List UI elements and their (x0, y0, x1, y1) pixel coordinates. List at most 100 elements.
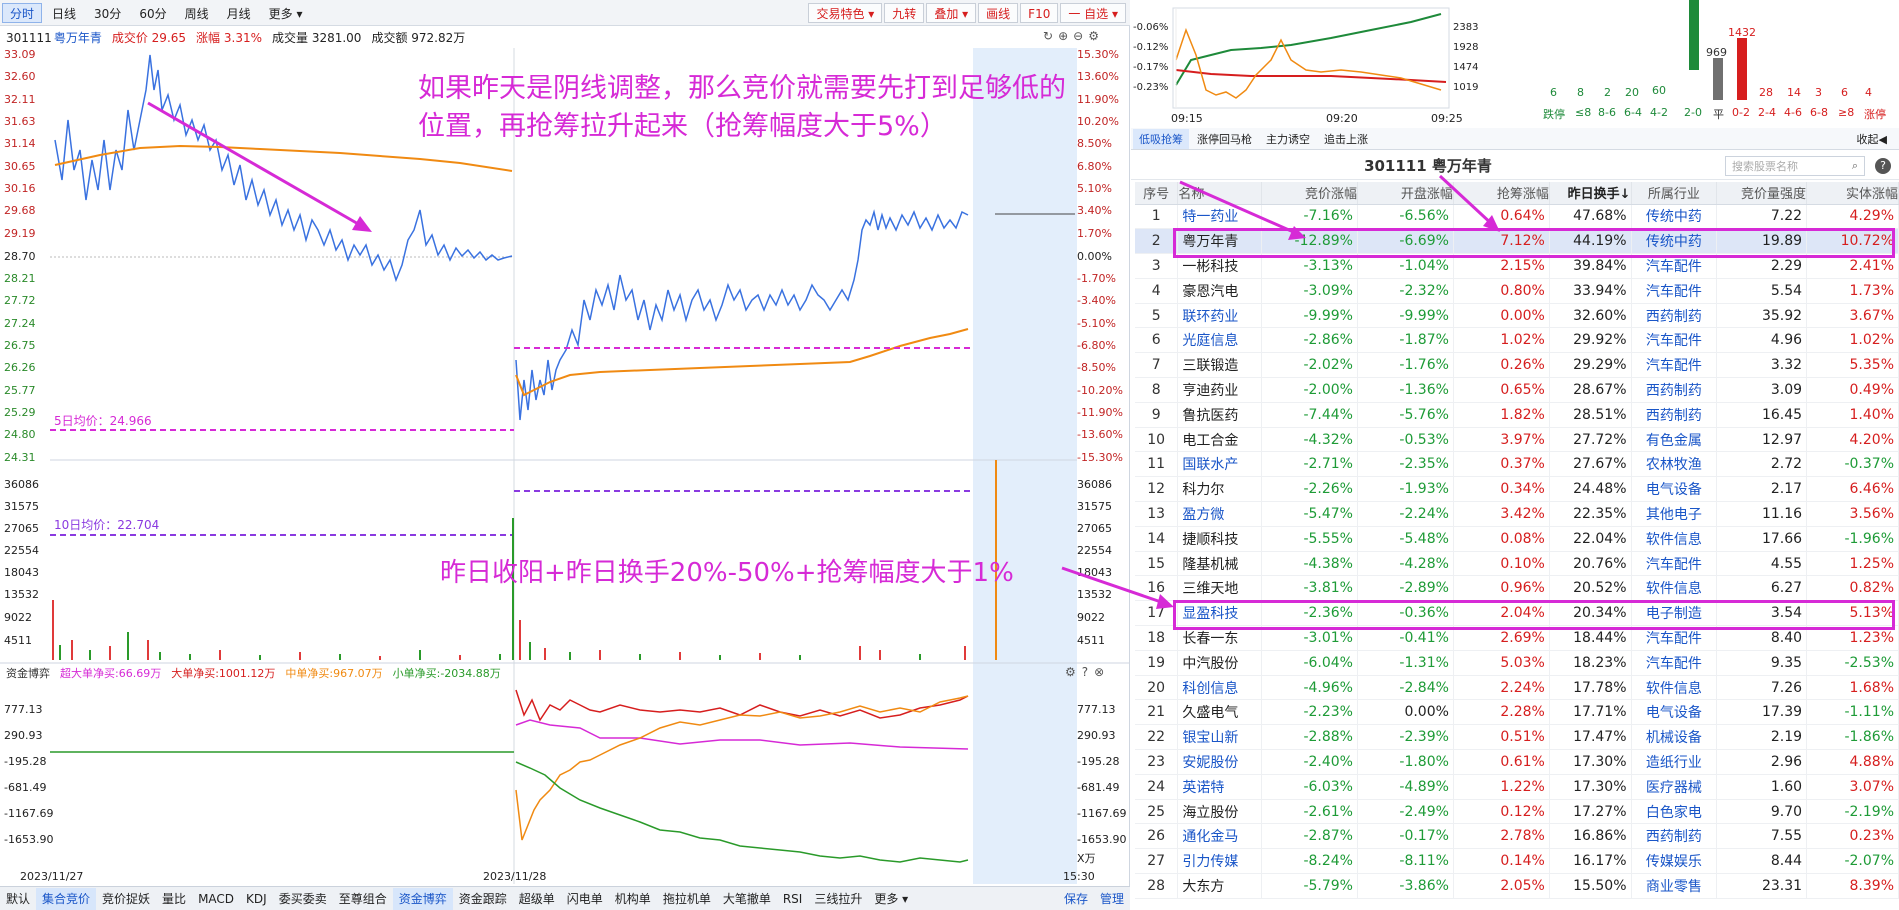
tab-fund-game[interactable]: 资金博弈 (392, 887, 453, 910)
row-industry[interactable]: 有色金属 (1631, 427, 1718, 453)
table-row[interactable]: 17 显盈科技 -2.36% -0.36% 2.04% 20.34% 电子制造 3.54 5.1… (1135, 600, 1899, 627)
col-auction-chg[interactable]: 竞价涨幅 (1261, 182, 1358, 205)
tab-chase-up[interactable]: 追击上涨 (1324, 132, 1368, 146)
tab-intraday[interactable]: 分时 (2, 2, 43, 23)
tab-more-indicators[interactable]: 更多 ▾ (874, 891, 909, 906)
table-row[interactable]: 4 豪恩汽电 -3.09% -2.32% 0.80% 33.94% 汽车配件 5.54 1.73… (1135, 278, 1899, 304)
table-row[interactable]: 10 电工合金 -4.32% -0.53% 3.97% 27.72% 有色金属 12.97 4.… (1135, 427, 1899, 453)
row-name[interactable]: 豪恩汽电 (1177, 278, 1263, 304)
table-row[interactable]: 7 三联锻造 -2.02% -1.76% 0.26% 29.29% 汽车配件 3.32 5.35… (1135, 352, 1899, 379)
tab-kdj[interactable]: KDJ (246, 891, 267, 906)
table-row[interactable]: 13 盈方微 -5.47% -2.24% 3.42% 22.35% 其他电子 11.16 3.5… (1135, 501, 1899, 527)
table-row[interactable]: 16 三维天地 -3.81% -2.89% 0.96% 20.52% 软件信息 6.27 0.8… (1135, 575, 1899, 602)
col-name[interactable]: 名称 (1177, 182, 1263, 205)
table-row[interactable]: 9 鲁抗医药 -7.44% -5.76% 1.82% 28.51% 西药制药 16.45 1.4… (1135, 402, 1899, 428)
close-icon[interactable]: ⊗ (1094, 665, 1111, 679)
save-button[interactable]: 保存 (1063, 891, 1088, 906)
row-name[interactable]: 电工合金 (1177, 427, 1263, 453)
tab-flash-order[interactable]: 闪电单 (566, 891, 603, 906)
row-name[interactable]: 引力传媒 (1177, 848, 1263, 875)
table-row[interactable]: 12 科力尔 -2.26% -1.93% 0.34% 24.48% 电气设备 2.17 6.46… (1135, 476, 1899, 503)
row-industry[interactable]: 电气设备 (1631, 476, 1718, 503)
row-industry[interactable]: 汽车配件 (1631, 650, 1718, 676)
row-industry[interactable]: 白色家电 (1631, 799, 1718, 825)
table-row[interactable]: 15 隆基机械 -4.38% -4.28% 0.10% 20.76% 汽车配件 4.55 1.2… (1135, 551, 1899, 577)
row-name[interactable]: 大东方 (1177, 873, 1263, 899)
row-industry[interactable]: 西药制药 (1631, 377, 1718, 403)
table-row[interactable]: 26 通化金马 -2.87% -0.17% 2.78% 16.86% 西药制药 7.55 0.2… (1135, 823, 1899, 850)
tab-super-order[interactable]: 超级单 (518, 891, 555, 906)
row-name[interactable]: 捷顺科技 (1177, 526, 1263, 552)
table-row[interactable]: 28 大东方 -5.79% -3.86% 2.05% 15.50% 商业零售 23.31 8.3… (1135, 873, 1899, 899)
row-industry[interactable]: 软件信息 (1631, 575, 1718, 602)
tab-volume-ratio[interactable]: 量比 (162, 891, 187, 906)
search-icon[interactable]: ⌕ (1851, 158, 1858, 172)
row-name[interactable]: 安妮股份 (1177, 749, 1263, 775)
row-name[interactable]: 通化金马 (1177, 823, 1263, 850)
tab-inst-order[interactable]: 机构单 (614, 891, 651, 906)
tab-macd[interactable]: MACD (198, 891, 235, 906)
table-row[interactable]: 20 科创信息 -4.96% -2.84% 2.24% 17.78% 软件信息 7.26 1.6… (1135, 675, 1899, 701)
tab-weekly[interactable]: 周线 (184, 6, 209, 21)
row-industry[interactable]: 传统中药 (1631, 228, 1718, 255)
row-industry[interactable]: 西药制药 (1631, 402, 1718, 428)
help-icon[interactable]: ? (1081, 665, 1095, 679)
col-open-chg[interactable]: 开盘涨幅 (1357, 182, 1454, 205)
tab-30min[interactable]: 30分 (94, 6, 122, 21)
row-name[interactable]: 海立股份 (1177, 799, 1263, 825)
row-industry[interactable]: 商业零售 (1631, 873, 1718, 899)
tab-daily[interactable]: 日线 (52, 6, 77, 21)
settings-icon[interactable]: ⚙ (1065, 665, 1082, 679)
watchlist-button[interactable]: 一 自选 ▾ (1060, 2, 1126, 23)
tab-monthly[interactable]: 月线 (226, 6, 251, 21)
row-industry[interactable]: 传媒娱乐 (1631, 848, 1718, 875)
col-turnover[interactable]: 昨日换手↓ (1549, 182, 1632, 205)
tab-three-line[interactable]: 三线拉升 (814, 891, 863, 906)
row-name[interactable]: 三联锻造 (1177, 352, 1263, 379)
col-grab-chg[interactable]: 抢筹涨幅 (1453, 182, 1550, 205)
tab-default[interactable]: 默认 (6, 891, 31, 906)
row-industry[interactable]: 造纸行业 (1631, 749, 1718, 775)
search-input[interactable]: 搜索股票名称 (1732, 159, 1798, 173)
tab-cancel-order[interactable]: 大笔撤单 (722, 891, 771, 906)
row-industry[interactable]: 电气设备 (1631, 699, 1718, 726)
table-row[interactable]: 19 中汽股份 -6.04% -1.31% 5.03% 18.23% 汽车配件 9.35 -2.… (1135, 650, 1899, 676)
row-industry[interactable]: 汽车配件 (1631, 327, 1718, 354)
table-row[interactable]: 24 英诺特 -6.03% -4.89% 1.22% 17.30% 医疗器械 1.60 3.07… (1135, 774, 1899, 800)
overlay-button[interactable]: 叠加 ▾ (926, 2, 977, 23)
nine-turn-button[interactable]: 九转 (884, 2, 925, 23)
row-industry[interactable]: 传统中药 (1631, 204, 1718, 230)
row-name[interactable]: 国联水产 (1177, 451, 1263, 478)
row-industry[interactable]: 西药制药 (1631, 823, 1718, 850)
row-name[interactable]: 三维天地 (1177, 575, 1263, 602)
row-industry[interactable]: 医疗器械 (1631, 774, 1718, 800)
trade-feature-button[interactable]: 交易特色 ▾ (808, 2, 883, 23)
tab-rsi[interactable]: RSI (782, 891, 803, 906)
row-industry[interactable]: 农林牧渔 (1631, 451, 1718, 478)
row-industry[interactable]: 其他电子 (1631, 501, 1718, 527)
table-row[interactable]: 23 安妮股份 -2.40% -1.80% 0.61% 17.30% 造纸行业 2.96 4.8… (1135, 749, 1899, 775)
tab-dip-buy[interactable]: 低吸抢筹 (1133, 128, 1189, 149)
row-name[interactable]: 中汽股份 (1177, 650, 1263, 676)
tab-more[interactable]: 更多 ▾ (268, 6, 303, 21)
row-industry[interactable]: 机械设备 (1631, 724, 1718, 751)
table-row[interactable]: 25 海立股份 -2.61% -2.49% 0.12% 17.27% 白色家电 9.70 -2.… (1135, 799, 1899, 825)
row-name[interactable]: 联环药业 (1177, 303, 1263, 329)
table-row[interactable]: 8 亨迪药业 -2.00% -1.36% 0.65% 28.67% 西药制药 3.09 0.49… (1135, 377, 1899, 403)
help-icon[interactable]: ? (1875, 157, 1891, 174)
refresh-icon[interactable]: ↻ (1043, 29, 1059, 43)
row-industry[interactable]: 电子制造 (1631, 600, 1718, 627)
col-index[interactable]: 序号 (1135, 182, 1179, 205)
tab-fund-track[interactable]: 资金跟踪 (458, 891, 507, 906)
row-industry[interactable]: 西药制药 (1631, 303, 1718, 329)
settings-icon[interactable]: ⚙ (1088, 29, 1104, 43)
tab-tractor-order[interactable]: 拖拉机单 (662, 891, 711, 906)
table-row[interactable]: 22 银宝山新 -2.88% -2.39% 0.51% 17.47% 机械设备 2.19 -1.… (1135, 724, 1899, 751)
row-industry[interactable]: 汽车配件 (1631, 278, 1718, 304)
tab-lure-short[interactable]: 主力诱空 (1266, 132, 1310, 146)
row-name[interactable]: 光庭信息 (1177, 327, 1263, 354)
row-name[interactable]: 显盈科技 (1177, 600, 1263, 627)
row-industry[interactable]: 软件信息 (1631, 526, 1718, 552)
row-industry[interactable]: 汽车配件 (1631, 352, 1718, 379)
manage-button[interactable]: 管理 (1099, 891, 1124, 906)
